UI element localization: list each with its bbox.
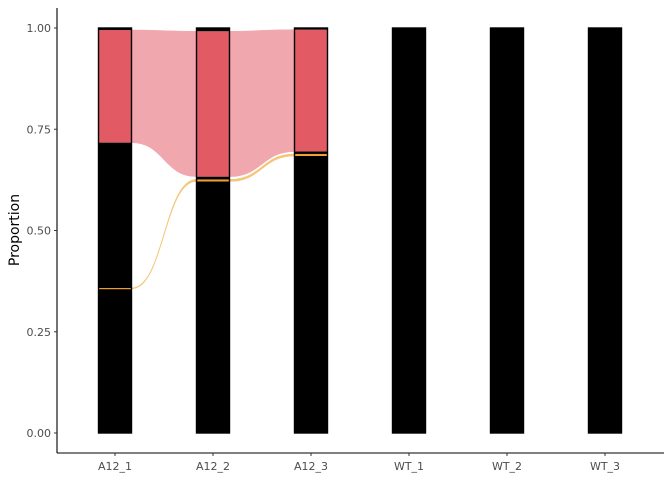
stack-outline [489, 27, 525, 434]
x-tick-label: WT_2 [492, 460, 522, 473]
stack-outline [195, 27, 231, 434]
stack-segment [98, 30, 132, 143]
x-ticks: A12_1 A12_2 A12_3 WT_1 WT_2 WT_3 [98, 453, 620, 473]
flow-ribbon [131, 179, 197, 290]
y-ticks: 0.00 0.25 0.50 0.75 1.00 [27, 22, 57, 440]
stack-segment [294, 28, 328, 30]
x-tick-label: WT_3 [590, 460, 620, 473]
stack-segment [98, 288, 132, 433]
y-axis-title: Proportion [7, 194, 23, 266]
y-tick-label: 0.25 [27, 326, 52, 339]
y-tick-label: 0.50 [27, 225, 52, 238]
y-tick-label: 0.75 [27, 123, 52, 136]
x-tick-label: A12_2 [196, 460, 230, 473]
stack-outline [293, 27, 329, 434]
x-tick-label: A12_1 [98, 460, 132, 473]
x-tick-label: A12_3 [294, 460, 328, 473]
stack-segment [98, 142, 132, 289]
stack-segment [196, 31, 230, 177]
y-tick-label: 1.00 [27, 22, 52, 35]
stack-segment [294, 151, 328, 154]
flows-layer [131, 29, 295, 290]
stack-outline [587, 27, 623, 434]
stack-segment [98, 288, 132, 290]
y-tick-label: 0.00 [27, 427, 52, 440]
x-tick-label: WT_1 [394, 460, 424, 473]
stack-segment [490, 28, 524, 433]
stack-segment [196, 179, 230, 182]
stack-segment [392, 28, 426, 433]
stack-segment [196, 176, 230, 180]
stack-segment [196, 181, 230, 433]
stack-segment [294, 153, 328, 156]
stack-segment [294, 155, 328, 434]
stack-segment [294, 29, 328, 152]
stack-segment [196, 28, 230, 32]
stacks-layer [97, 27, 623, 434]
stack-outline [97, 27, 133, 434]
flow-ribbon [131, 29, 197, 177]
stack-outline [391, 27, 427, 434]
stack-segment [588, 28, 622, 433]
stack-segment [98, 28, 132, 31]
